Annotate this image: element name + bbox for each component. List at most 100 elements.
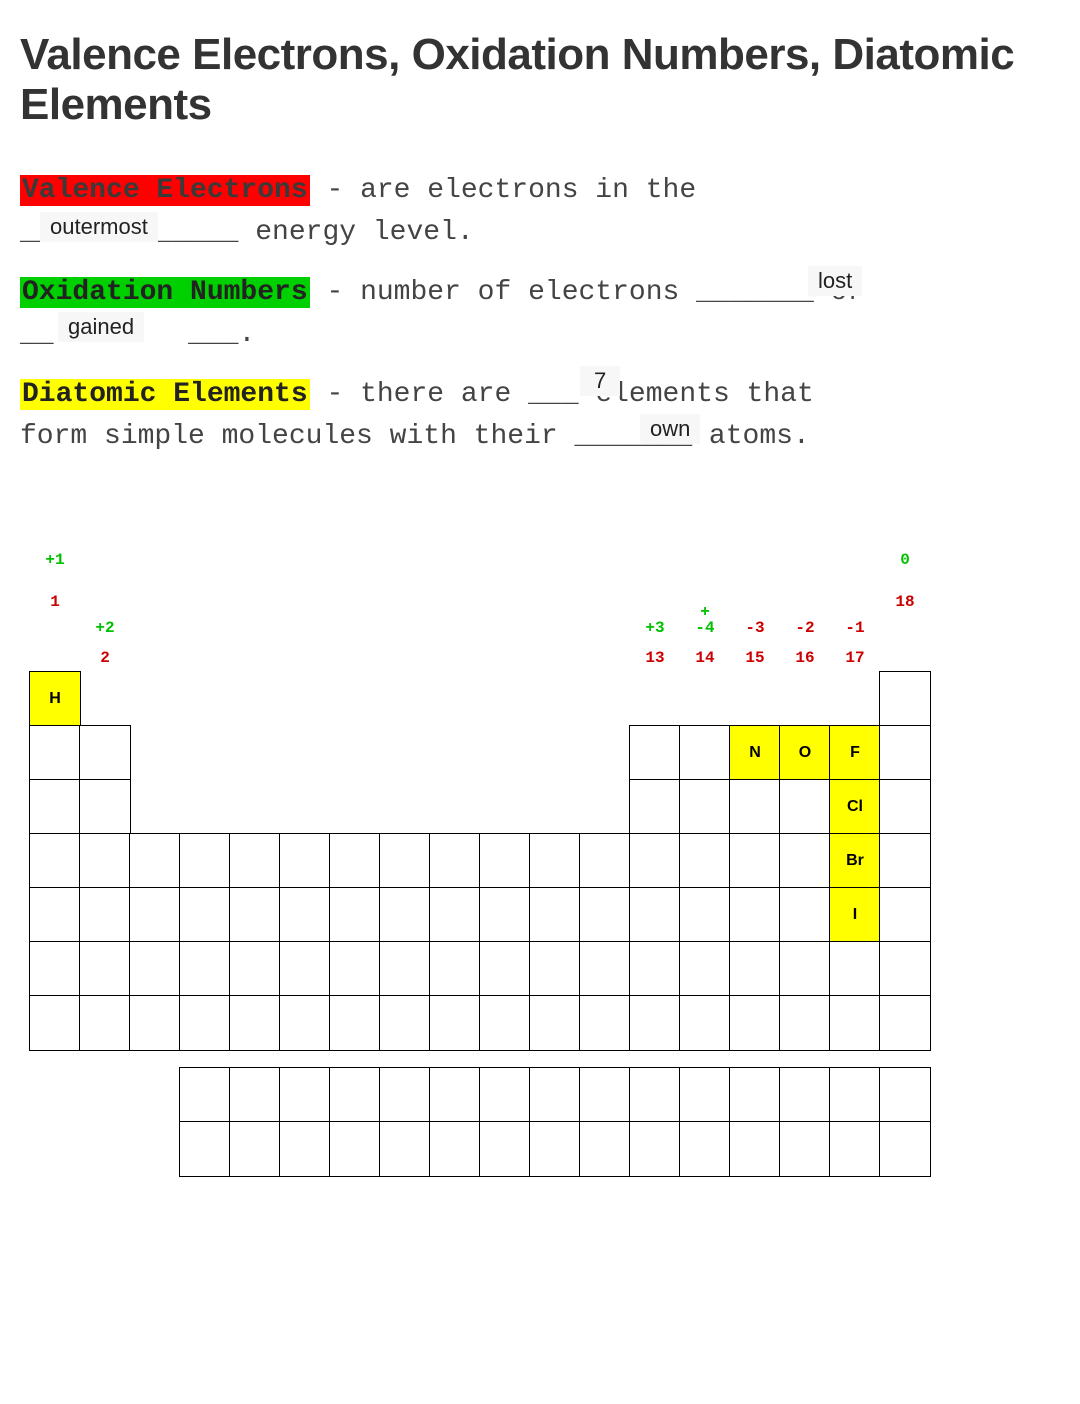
ptable-empty: [479, 725, 531, 781]
answer-own[interactable]: own: [640, 414, 700, 444]
ptable-cell: [629, 779, 681, 835]
ptable-cell: [79, 833, 131, 889]
ptable-empty: [829, 671, 881, 727]
answer-seven[interactable]: 7: [580, 366, 620, 396]
fblock-cell: [179, 1121, 231, 1177]
ptable-cell: [379, 887, 431, 943]
ptable-cell: [529, 887, 581, 943]
fblock-cell: [829, 1067, 881, 1123]
ptable-cell: [129, 887, 181, 943]
grp-2: 2: [80, 646, 130, 670]
ptable-empty: [179, 779, 231, 835]
ox-neg2: -2: [780, 616, 830, 640]
ptable-empty: [429, 779, 481, 835]
ptable-cell: [329, 833, 381, 889]
ptable-empty: [529, 725, 581, 781]
ox-plus1: +1: [30, 548, 80, 572]
ptable-cell: [779, 779, 831, 835]
ptable-empty: [329, 779, 381, 835]
diatomic-blank-1: ___: [528, 379, 578, 410]
ox-pm4-top: +: [680, 606, 730, 618]
fblock-cell: [379, 1067, 431, 1123]
ptable-empty: [329, 671, 381, 727]
ox-plus3: +3: [630, 616, 680, 640]
ptable-cell: [229, 995, 281, 1051]
fblock-cell: [229, 1067, 281, 1123]
group-row-1: 1 18: [30, 590, 950, 614]
ptable-cell: [879, 671, 931, 727]
diatomic-H: H: [29, 671, 81, 727]
answer-outermost[interactable]: outermost: [40, 212, 158, 242]
ptable-main: HNOFClBrI: [30, 672, 950, 1050]
ptable-empty: [229, 671, 281, 727]
fblock-cell: [279, 1067, 331, 1123]
fblock-cell: [479, 1121, 531, 1177]
ptable-empty: [529, 671, 581, 727]
ptable-cell: [729, 887, 781, 943]
diatomic-I: I: [829, 887, 881, 943]
ptable-empty: [579, 779, 631, 835]
ptable-cell: [179, 995, 231, 1051]
ptable-cell: [479, 941, 531, 997]
ptable-cell: [329, 995, 381, 1051]
answer-lost[interactable]: lost: [808, 266, 862, 296]
fblock-cell: [779, 1067, 831, 1123]
ptable-empty: [629, 671, 681, 727]
ptable-cell: [629, 725, 681, 781]
fblock-cell: [579, 1067, 631, 1123]
oxidation-text-1: - number of electrons: [310, 277, 696, 308]
ptable-cell: [879, 833, 931, 889]
ptable-empty: [379, 779, 431, 835]
oxidation-row-mid: +2 +3 + -4 -3 -2 -1: [30, 616, 950, 640]
ptable-empty: [129, 671, 181, 727]
ptable-cell: [79, 779, 131, 835]
ptable-cell: [579, 995, 631, 1051]
ox-pm4: + -4: [680, 616, 730, 640]
fblock-cell: [579, 1121, 631, 1177]
ptable-cell: [479, 995, 531, 1051]
oxidation-blank-2a: __: [20, 319, 54, 350]
ptable-cell: [579, 833, 631, 889]
fblock-cell: [529, 1067, 581, 1123]
oxidation-blank-1: _______: [696, 277, 814, 308]
periodic-table: +1 0 1 18 +2 +3 + -4 -3 -2 -1 2 13 14 15…: [30, 548, 950, 1176]
ptable-empty: [229, 779, 281, 835]
ptable-empty: [479, 779, 531, 835]
ox-neg3: -3: [730, 616, 780, 640]
ptable-cell: [629, 941, 681, 997]
fblock-cell: [629, 1121, 681, 1177]
ptable-cell: [579, 887, 631, 943]
ptable-cell: [529, 995, 581, 1051]
ptable-cell: [729, 995, 781, 1051]
ptable-cell: [679, 833, 731, 889]
ptable-cell: [679, 779, 731, 835]
grp-1: 1: [30, 590, 80, 614]
ptable-cell: [379, 995, 431, 1051]
ptable-cell: [29, 887, 81, 943]
ptable-empty: [329, 725, 381, 781]
ptable-cell: [429, 887, 481, 943]
ptable-cell: [529, 941, 581, 997]
ptable-cell: [179, 833, 231, 889]
oxidation-blank-2b: ___: [188, 319, 238, 350]
ptable-cell: [329, 887, 381, 943]
ptable-cell: [29, 833, 81, 889]
grp-16: 16: [780, 646, 830, 670]
def-diatomic: Diatomic Elements - there are ___ elemen…: [20, 374, 1060, 458]
ptable-cell: [879, 887, 931, 943]
ptable-empty: [129, 725, 181, 781]
grp-17: 17: [830, 646, 880, 670]
ptable-empty: [279, 725, 331, 781]
answer-gained[interactable]: gained: [58, 312, 144, 342]
ptable-cell: [229, 941, 281, 997]
ptable-cell: [729, 833, 781, 889]
ptable-cell: [779, 887, 831, 943]
ox-zero: 0: [880, 548, 930, 572]
grp-18: 18: [880, 590, 930, 614]
valence-text-1: - are electrons in the: [310, 175, 696, 206]
diatomic-N: N: [729, 725, 781, 781]
ptable-empty: [179, 725, 231, 781]
fblock-cell: [179, 1067, 231, 1123]
fblock-cell: [479, 1067, 531, 1123]
ptable-empty: [479, 671, 531, 727]
